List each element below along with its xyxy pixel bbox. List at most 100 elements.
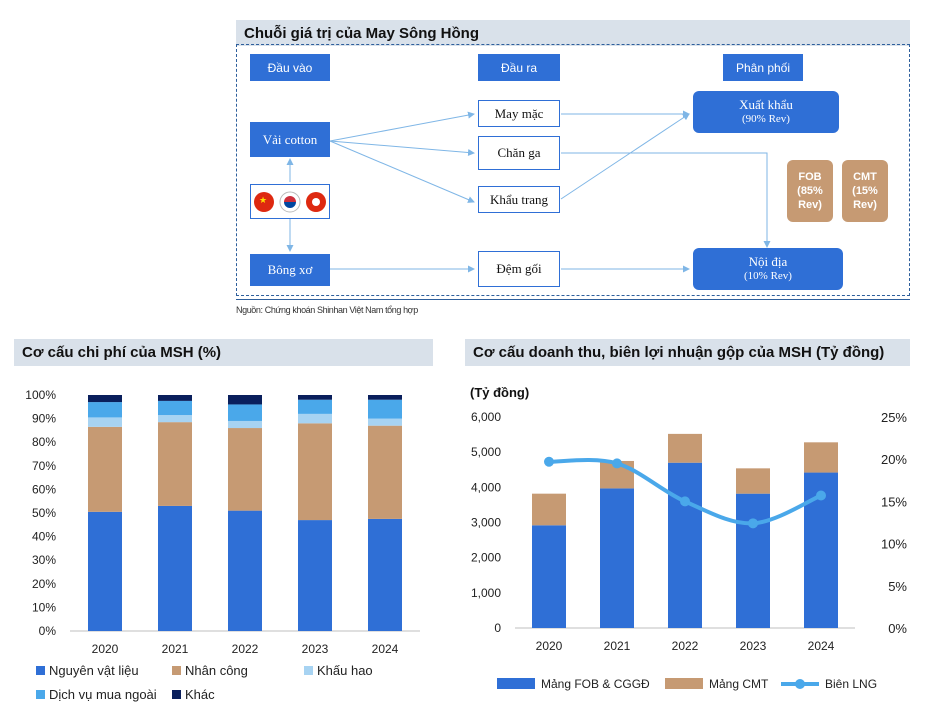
x-tick-label: 2023 <box>302 642 329 656</box>
legend-swatch <box>36 690 45 699</box>
x-tick-label: 2020 <box>92 642 119 656</box>
bar-segment <box>532 525 566 628</box>
y-tick-label: 70% <box>32 459 56 473</box>
y-tick-label: 0% <box>39 624 57 638</box>
x-tick-label: 2022 <box>672 639 699 653</box>
value-chain-title: Chuỗi giá trị của May Sông Hồng <box>244 24 480 42</box>
bar-segment <box>88 426 122 512</box>
bar-segment <box>368 395 402 400</box>
bar-segment <box>158 415 192 423</box>
y-tick-label: 60% <box>32 482 56 496</box>
source-rule <box>236 299 910 300</box>
y-tick-label: 0 <box>494 621 501 635</box>
y-tick-label: 2,000 <box>471 551 501 565</box>
y-tick-label: 50% <box>32 506 56 520</box>
bar-segment <box>298 399 332 414</box>
legend-label: Mảng CMT <box>709 677 769 691</box>
y2-tick-label: 5% <box>888 579 907 594</box>
arrow-mask-export <box>560 113 690 200</box>
cmt-box: CMT (15% Rev) <box>842 160 888 222</box>
bar-segment <box>88 417 122 427</box>
y-tick-label: 6,000 <box>471 410 501 424</box>
cost-chart-title: Cơ cấu chi phí của MSH (%) <box>22 344 222 361</box>
legend-swatch <box>172 690 181 699</box>
bar-segment <box>298 423 332 521</box>
domestic-box: Nội địa (10% Rev) <box>693 248 843 290</box>
cost-chart: 0% 10% 20% 30% 40% 50% 60% 70% 80% 90% 100% 2020 202… <box>25 388 420 702</box>
bar-segment <box>228 420 262 429</box>
y-tick-label: 5,000 <box>471 445 501 459</box>
bar-segment <box>736 468 770 494</box>
y-tick-label: 20% <box>32 577 56 591</box>
x-tick-label: 2020 <box>536 639 563 653</box>
cost-chart-header: Cơ cấu chi phí của MSH (%) <box>14 339 433 366</box>
bar-segment <box>368 425 402 519</box>
value-chain-header: Chuỗi giá trị của May Sông Hồng <box>236 20 910 46</box>
output-garment: May mặc <box>478 100 560 127</box>
y2-tick-label: 0% <box>888 621 907 636</box>
x-tick-label: 2024 <box>372 642 399 656</box>
revenue-chart-header: Cơ cấu doanh thu, biên lợi nhuận gộp của… <box>465 339 910 366</box>
col-header-inputs: Đầu vào <box>250 54 330 81</box>
margin-point <box>544 456 554 467</box>
bar-segment <box>668 433 702 463</box>
legend-swatch <box>665 678 703 689</box>
legend-label: Biên LNG <box>825 677 877 691</box>
china-flag-icon: ★ <box>254 191 274 212</box>
bar-segment <box>298 520 332 631</box>
bar-segment <box>298 413 332 424</box>
x-tick-label: 2024 <box>808 639 835 653</box>
export-label: Xuất khẩu <box>739 97 793 112</box>
bar-segment <box>228 395 262 405</box>
y-tick-label: 90% <box>32 412 56 426</box>
bar-segment <box>368 418 402 426</box>
export-box: Xuất khẩu (90% Rev) <box>693 91 839 133</box>
bar-segment <box>804 442 838 473</box>
y-tick-label: 100% <box>25 388 56 402</box>
bar-segment <box>600 488 634 628</box>
y-tick-label: 4,000 <box>471 480 501 494</box>
output-pillow: Đệm gối <box>478 251 560 287</box>
bar-segment <box>298 395 332 400</box>
revenue-chart: (Tỷ đồng) 0 1,000 2,000 3,000 4,000 5,000 6,000… <box>470 385 907 691</box>
domestic-share: (10% Rev) <box>744 270 792 282</box>
y-axis-title: (Tỷ đồng) <box>470 385 529 400</box>
margin-point <box>816 490 826 501</box>
korea-flag-icon <box>279 191 301 212</box>
bar-segment <box>158 400 192 416</box>
legend-label: Nhân công <box>185 663 248 678</box>
fob-box: FOB (85% Rev) <box>787 160 833 222</box>
flags-box: ★ <box>250 184 330 219</box>
bar-segment <box>88 402 122 418</box>
legend-swatch <box>497 678 535 689</box>
legend-label: Dịch vụ mua ngoài <box>49 687 157 702</box>
bar-segment <box>88 511 122 631</box>
legend-label: Khấu hao <box>317 663 373 678</box>
bar-segment <box>228 404 262 421</box>
col-header-outputs: Đầu ra <box>478 54 560 81</box>
x-tick-label: 2022 <box>232 642 259 656</box>
value-chain-panel: Đầu vào Đầu ra Phân phối Vải cotton ★ Bô… <box>236 44 910 296</box>
y-tick-label: 40% <box>32 530 56 544</box>
margin-point <box>748 518 758 529</box>
y-tick-label: 30% <box>32 553 56 567</box>
hongkong-flag-icon <box>306 191 326 212</box>
bar-segment <box>228 510 262 631</box>
input-fiber: Bông xơ <box>250 254 330 286</box>
y2-tick-label: 20% <box>881 452 907 467</box>
bar-segment <box>368 399 402 419</box>
bar-segment <box>532 493 566 526</box>
y-tick-label: 3,000 <box>471 516 501 530</box>
margin-point <box>680 496 690 507</box>
output-bedding: Chăn ga <box>478 136 560 170</box>
legend-label: Mảng FOB & CGGĐ <box>541 677 650 691</box>
legend-swatch <box>172 666 181 675</box>
x-tick-label: 2023 <box>740 639 767 653</box>
legend-marker <box>795 679 805 689</box>
legend-swatch <box>304 666 313 675</box>
input-cotton: Vải cotton <box>250 122 330 157</box>
revenue-chart-title: Cơ cấu doanh thu, biên lợi nhuận gộp của… <box>473 344 885 361</box>
bar-segment <box>158 505 192 631</box>
legend-swatch <box>36 666 45 675</box>
svg-text:★: ★ <box>259 195 267 205</box>
